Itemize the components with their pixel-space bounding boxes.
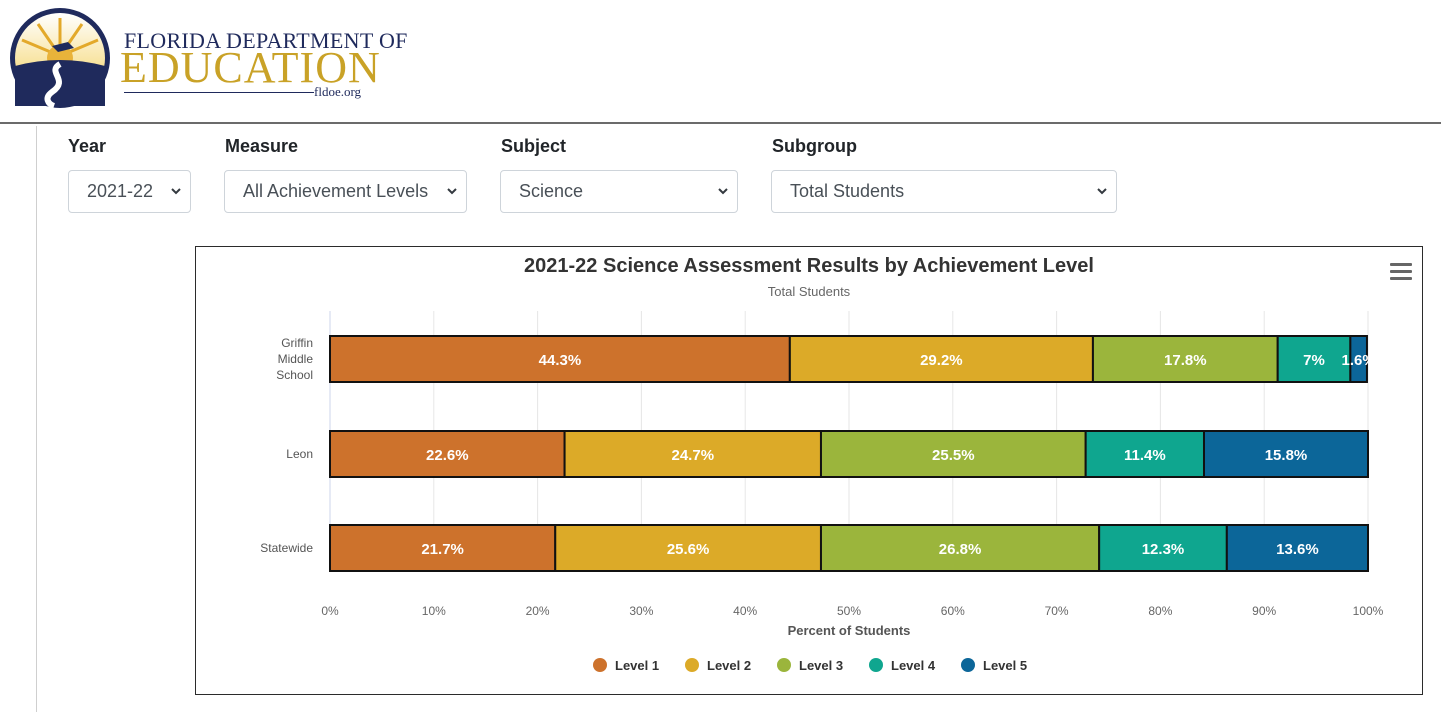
data-label: 17.8% bbox=[1164, 352, 1207, 369]
data-label: 12.3% bbox=[1142, 541, 1185, 558]
legend-marker bbox=[777, 658, 791, 672]
data-label: 26.8% bbox=[939, 541, 982, 558]
chevron-down-icon bbox=[171, 188, 181, 195]
chart-menu-icon[interactable] bbox=[1390, 263, 1412, 281]
x-tick-label: 20% bbox=[526, 604, 550, 618]
fldoe-logo[interactable]: FLORIDA DEPARTMENT OF EDUCATION fldoe.or… bbox=[8, 6, 407, 110]
year-select-value: 2021-22 bbox=[87, 181, 154, 201]
measure-select[interactable]: All Achievement Levels bbox=[224, 170, 467, 213]
measure-select-value: All Achievement Levels bbox=[243, 181, 429, 201]
bar-level-4 bbox=[1276, 335, 1352, 383]
bar-level-2 bbox=[788, 335, 1094, 383]
legend-item-label[interactable]: Level 1 bbox=[615, 658, 659, 673]
category-label: Griffin bbox=[281, 336, 313, 350]
x-tick-label: 10% bbox=[422, 604, 446, 618]
bar-level-2 bbox=[554, 524, 822, 572]
legend-marker bbox=[869, 658, 883, 672]
year-select[interactable]: 2021-22 bbox=[68, 170, 191, 213]
bar-level-1 bbox=[329, 335, 791, 383]
legend-item-label[interactable]: Level 3 bbox=[799, 658, 843, 673]
data-label: 25.5% bbox=[932, 447, 975, 464]
logo-line1: FLORIDA DEPARTMENT OF bbox=[124, 28, 408, 53]
x-tick-label: 90% bbox=[1252, 604, 1276, 618]
legend-item-label[interactable]: Level 2 bbox=[707, 658, 751, 673]
legend-item-label[interactable]: Level 4 bbox=[891, 658, 936, 673]
subject-select-value: Science bbox=[519, 181, 584, 201]
category-label: Middle bbox=[278, 352, 314, 366]
logo-line2: EDUCATION bbox=[120, 43, 381, 92]
bar-level-3 bbox=[1091, 335, 1279, 383]
data-label: 11.4% bbox=[1124, 447, 1166, 464]
subgroup-label: Subgroup bbox=[772, 136, 857, 156]
data-label: 13.6% bbox=[1276, 541, 1319, 558]
category-label: School bbox=[276, 368, 313, 382]
legend-item-label[interactable]: Level 5 bbox=[983, 658, 1027, 673]
x-tick-label: 70% bbox=[1045, 604, 1069, 618]
left-divider bbox=[36, 126, 37, 712]
legend-marker bbox=[593, 658, 607, 672]
bar-level-3 bbox=[819, 430, 1087, 478]
chevron-down-icon bbox=[447, 188, 457, 195]
x-tick-label: 100% bbox=[1353, 604, 1384, 618]
data-label: 22.6% bbox=[426, 447, 469, 464]
category-label: Statewide bbox=[260, 541, 313, 555]
chart-container: 2021-22 Science Assessment Results by Ac… bbox=[195, 246, 1423, 695]
bar-level-2 bbox=[563, 430, 822, 478]
category-label: Leon bbox=[286, 447, 313, 461]
chart-subtitle: Total Students bbox=[767, 284, 851, 299]
chart-svg: 0% 10% 20% 30% 40% 50% 60% 70% 80% 90% 100% Percent… bbox=[260, 311, 1384, 673]
subject-select[interactable]: Science bbox=[500, 170, 738, 213]
data-label: 25.6% bbox=[667, 541, 710, 558]
x-tick-label: 60% bbox=[941, 604, 965, 618]
x-tick-label: 40% bbox=[733, 604, 757, 618]
subgroup-select[interactable]: Total Students bbox=[771, 170, 1117, 213]
data-label: 29.2% bbox=[920, 352, 963, 369]
subject-label: Subject bbox=[501, 136, 567, 156]
x-tick-label: 50% bbox=[837, 604, 861, 618]
x-tick-label: 80% bbox=[1148, 604, 1172, 618]
bar-level-5 bbox=[1202, 430, 1369, 478]
measure-label: Measure bbox=[225, 136, 299, 156]
legend-marker bbox=[685, 658, 699, 672]
bar-level-5 bbox=[1225, 524, 1370, 572]
logo-url: fldoe.org bbox=[314, 84, 362, 99]
data-label: 1.6% bbox=[1342, 352, 1376, 369]
chevron-down-icon bbox=[1097, 188, 1107, 195]
bar-level-5 bbox=[1349, 335, 1368, 383]
data-label: 24.7% bbox=[672, 447, 715, 464]
year-label: Year bbox=[68, 136, 107, 156]
bar-level-1 bbox=[329, 430, 566, 478]
legend-marker bbox=[961, 658, 975, 672]
x-axis-title: Percent of Students bbox=[788, 623, 911, 638]
data-label: 21.7% bbox=[421, 541, 464, 558]
data-label: 15.8% bbox=[1265, 447, 1308, 464]
bar-level-1 bbox=[329, 524, 557, 572]
site-header: FLORIDA DEPARTMENT OF EDUCATION fldoe.or… bbox=[0, 0, 1441, 124]
x-tick-label: 30% bbox=[629, 604, 653, 618]
fldoe-seal-icon bbox=[10, 8, 110, 109]
data-label: 44.3% bbox=[539, 352, 582, 369]
chevron-down-icon bbox=[718, 188, 728, 195]
chart-title: 2021-22 Science Assessment Results by Ac… bbox=[524, 255, 1094, 277]
x-tick-label: 0% bbox=[321, 604, 339, 618]
logo-rule bbox=[124, 92, 314, 93]
subgroup-select-value: Total Students bbox=[790, 181, 905, 201]
data-label: 7% bbox=[1303, 352, 1325, 369]
